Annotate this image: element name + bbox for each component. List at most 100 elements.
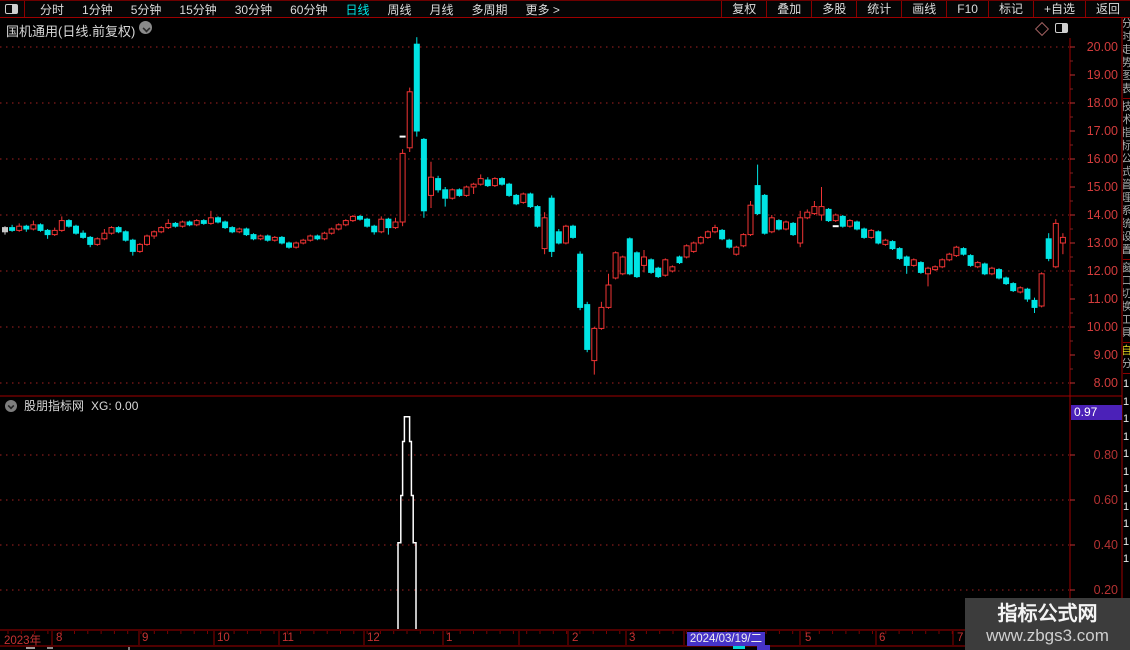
title-bar: 国机通用(日线.前复权) [0, 19, 1122, 39]
split-window-icon[interactable] [1055, 23, 1068, 33]
period-tab-1分钟[interactable]: 1分钟 [82, 2, 113, 17]
strip-glyph: 式 [1123, 166, 1130, 178]
cutoff-fragment [733, 646, 745, 649]
candle-body [896, 248, 903, 259]
period-tab-分时[interactable]: 分时 [40, 2, 65, 17]
strip-glyph: 1 [1123, 448, 1130, 460]
action-button-F10[interactable]: F10 [946, 1, 988, 17]
chevron-down-circle-icon[interactable] [139, 21, 152, 34]
candle-body [761, 194, 768, 234]
candle-body [562, 225, 569, 244]
xg-indicator-spike [397, 416, 417, 629]
period-tab-月线[interactable]: 月线 [429, 2, 454, 17]
strip-divider [1123, 342, 1130, 343]
candle-body [676, 256, 683, 264]
indicator-name[interactable]: 股朋指标网 [24, 399, 85, 413]
period-tab-60分钟[interactable]: 60分钟 [290, 2, 328, 17]
cutoff-fragment [757, 645, 770, 650]
action-button-标记[interactable]: 标记 [987, 1, 1033, 17]
diamond-icon[interactable] [1034, 21, 1050, 37]
toolbar-divider [24, 1, 25, 17]
candle-body [23, 225, 30, 230]
candle-body [889, 241, 896, 250]
period-tab-日线[interactable]: 日线 [345, 2, 370, 17]
strip-glyph: 势 [1123, 57, 1130, 69]
candle-body [257, 235, 264, 240]
period-tabs: 分时 1分钟 5分钟 15分钟 30分钟 60分钟 日线 周线 月线 多周期 更多 > [31, 1, 569, 18]
cutoff-fragment [128, 647, 130, 650]
candle-body [477, 178, 484, 185]
candle-body [101, 232, 108, 240]
strip-glyph: 1 [1123, 395, 1130, 408]
candle-body [193, 220, 200, 226]
candle-body [832, 214, 839, 222]
candle-body [463, 186, 470, 196]
strip-divider [1123, 373, 1130, 374]
action-button-返回[interactable]: 返回 [1084, 1, 1130, 17]
action-button-叠加[interactable]: 叠加 [766, 1, 811, 17]
strip-glyph: 分 [1123, 358, 1130, 370]
strip-glyph: 1 [1123, 535, 1130, 548]
cutoff-fragment [47, 647, 53, 649]
candle-body [357, 215, 363, 220]
candle-body [555, 231, 562, 244]
candle-body [243, 228, 250, 236]
candle-body [442, 189, 449, 199]
strip-glyph: 统 [1123, 218, 1130, 230]
split-window-icon[interactable] [5, 4, 18, 14]
period-tab-多周期[interactable]: 多周期 [471, 2, 508, 17]
candle-body [641, 256, 647, 266]
action-button-+自选[interactable]: +自选 [1032, 1, 1085, 17]
candle-body [179, 221, 186, 227]
candle-body [996, 269, 1002, 279]
strip-divider [1123, 259, 1130, 260]
strip-glyph: 设 [1123, 231, 1130, 243]
candle-body [775, 220, 782, 230]
candle-body [925, 267, 931, 275]
strip-glyph: 分 [1123, 18, 1130, 30]
period-tab-更多 >[interactable]: 更多 > [525, 2, 560, 17]
candle-body [151, 231, 158, 237]
candle-body [229, 227, 236, 233]
strip-glyph: 工 [1123, 314, 1130, 326]
period-tab-15分钟[interactable]: 15分钟 [179, 2, 217, 17]
strip-glyph: 术 [1123, 114, 1130, 126]
candle-body [861, 228, 868, 238]
action-button-统计[interactable]: 统计 [856, 1, 901, 17]
candle-body [58, 220, 65, 231]
candle-body [250, 234, 257, 240]
action-button-复权[interactable]: 复权 [721, 1, 766, 17]
candle-body [335, 224, 342, 230]
candle-body [704, 231, 711, 238]
candle-body [768, 217, 775, 233]
candle-body [328, 228, 335, 234]
strip-glyph: 公 [1123, 153, 1130, 165]
candle-body [37, 224, 44, 231]
indicator-plot-area[interactable] [0, 396, 1070, 630]
strip-glyph: 具 [1123, 327, 1130, 339]
candle-body [591, 327, 598, 362]
candle-body [484, 179, 491, 187]
candle-body [811, 206, 818, 215]
period-tab-周线[interactable]: 周线 [387, 2, 412, 17]
candle-body [300, 239, 307, 244]
strip-glyph: 指 [1123, 127, 1130, 139]
chevron-down-circle-icon[interactable] [5, 399, 17, 412]
action-buttons: 复权 叠加 多股 统计 画线 F10 标记 +自选 返回 [721, 1, 1130, 17]
strip-glyph: 时 [1123, 31, 1130, 43]
strip-glyph: 1 [1123, 430, 1130, 443]
candle-body [584, 304, 591, 350]
candle-body [236, 228, 243, 233]
candle-body [719, 229, 726, 240]
main-chart-plot-area[interactable] [0, 38, 1070, 396]
strip-glyph: 1 [1123, 553, 1130, 565]
candle-body [605, 284, 612, 308]
period-tab-5分钟[interactable]: 5分钟 [130, 2, 162, 17]
action-button-画线[interactable]: 画线 [901, 1, 946, 17]
candle-body [910, 259, 917, 266]
candle-body [73, 225, 79, 234]
candle-body [385, 218, 392, 229]
action-button-多股[interactable]: 多股 [811, 1, 856, 17]
period-tab-30分钟[interactable]: 30分钟 [234, 2, 273, 17]
